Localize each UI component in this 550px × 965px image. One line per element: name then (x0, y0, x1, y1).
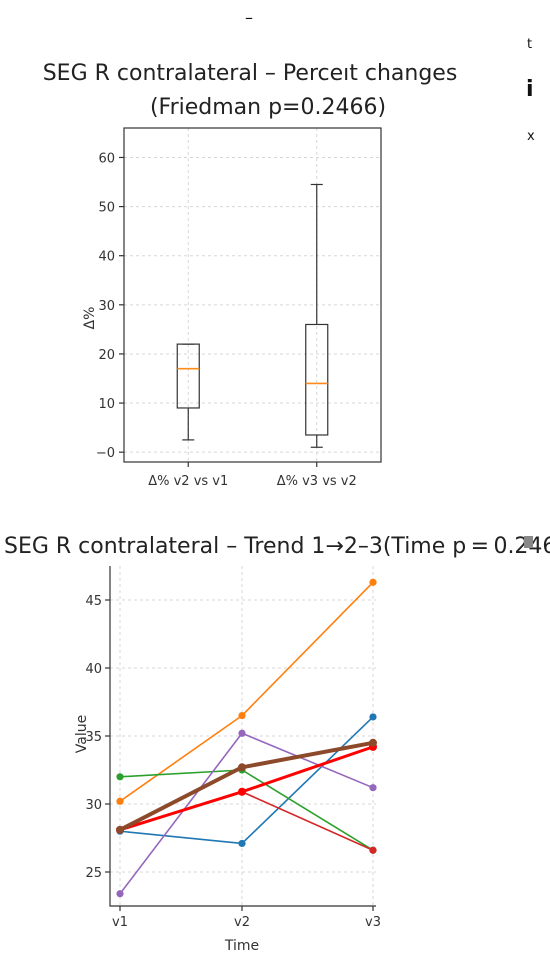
trend-ytick-label: 35 (85, 730, 102, 745)
box-2 (305, 183, 329, 448)
boxplot-y-ticks: −0 10 20 30 40 50 60 (96, 151, 124, 461)
series-point (369, 738, 377, 747)
boxplot-boxes (176, 183, 329, 448)
series-point (116, 773, 124, 781)
series-2 (116, 713, 377, 848)
series-point (116, 890, 124, 898)
trend-title: SEG R contralateral – Trend 1→2–3(Time p… (4, 534, 550, 559)
series-line (119, 790, 374, 852)
series-point (369, 784, 377, 792)
boxplot-ylabel: Δ% (82, 307, 98, 330)
boxplot-subtitle: (Friedman p=0.2466) (150, 95, 386, 120)
series-point (238, 787, 246, 796)
trend-ytick-label: 30 (85, 798, 102, 813)
boxplot-chart: SEG R contralateral – Perceıt changes (F… (43, 61, 458, 489)
trend-ytick-label: 25 (85, 866, 102, 881)
box-iqr (305, 323, 329, 436)
trend-y-ticks: 25 30 35 40 45 (85, 594, 110, 881)
boxplot-xtick-label: Δ% v2 vs v1 (148, 474, 228, 489)
trend-xlabel: Time (224, 938, 259, 954)
boxplot-title: SEG R contralateral – Perceıt changes (43, 61, 458, 86)
right-edge-text-2: i (526, 77, 534, 102)
boxplot-ytick-label: −0 (96, 446, 115, 461)
series-6 (116, 742, 377, 834)
series-line (119, 732, 374, 895)
box-1 (176, 343, 200, 441)
boxplot-ytick-label: 20 (98, 348, 115, 363)
top-dash-artifact: – (245, 8, 253, 27)
trend-line-chart: SEG R contralateral – Trend 1→2–3(Time p… (4, 534, 550, 954)
trend-ytick-label: 45 (85, 594, 102, 609)
series-point (369, 846, 377, 854)
series-point (116, 797, 124, 805)
boxplot-frame (123, 127, 382, 463)
boxplot-xtick-label: Δ% v3 vs v2 (277, 474, 357, 489)
series-point (238, 712, 246, 720)
boxplot-ytick-label: 50 (98, 201, 115, 216)
series-7 (116, 738, 377, 834)
boxplot-ytick-label: 40 (98, 250, 115, 265)
series-1 (116, 578, 377, 805)
trend-ytick-label: 40 (85, 662, 102, 677)
series-point (369, 578, 377, 586)
series-point (238, 729, 246, 737)
trend-x-ticks: v1 v2 v3 (112, 906, 381, 930)
series-4 (116, 788, 377, 854)
boxplot-ytick-label: 10 (98, 397, 115, 412)
trend-axes (109, 566, 376, 907)
trend-xtick-label: v3 (365, 915, 381, 930)
boxplot-ytick-label: 30 (98, 299, 115, 314)
boxplot-ytick-label: 60 (98, 151, 115, 166)
trend-xtick-label: v2 (234, 915, 250, 930)
right-edge-text-3: x (527, 129, 535, 144)
series-point (116, 825, 124, 834)
boxplot-grid (124, 128, 381, 462)
title-clip-artifact (524, 536, 533, 548)
box-iqr (176, 343, 200, 409)
right-edge-text-1: t (527, 37, 532, 52)
trend-series (116, 578, 377, 898)
series-line (118, 745, 375, 832)
boxplot-x-ticks: Δ% v2 vs v1 Δ% v3 vs v2 (148, 462, 357, 489)
series-point (369, 713, 377, 721)
trend-xtick-label: v1 (112, 915, 128, 930)
trend-ylabel: Value (74, 715, 90, 753)
series-point (238, 839, 246, 848)
series-5 (116, 729, 377, 898)
series-point (238, 763, 246, 772)
